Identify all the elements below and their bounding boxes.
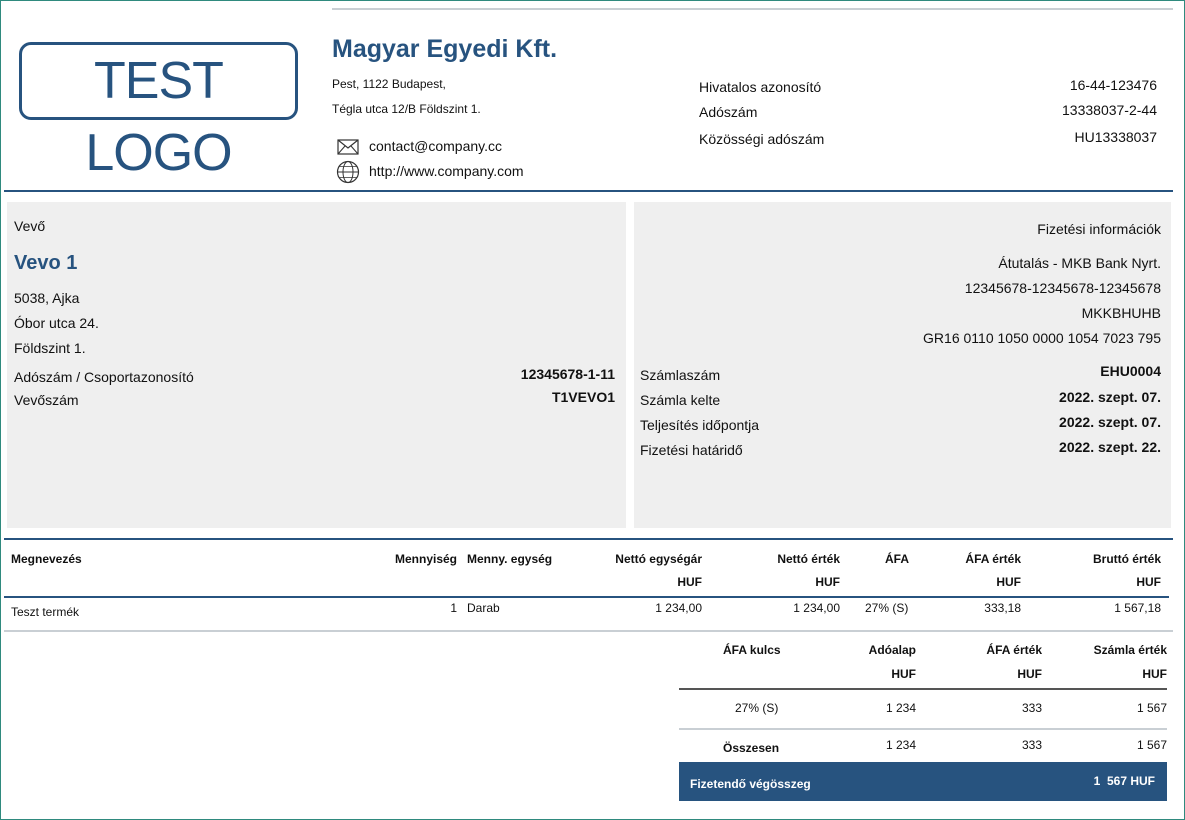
vat-value-currency: HUF [1017,667,1042,681]
col-header-qty: Mennyiség [394,552,457,566]
top-divider [332,8,1173,10]
col-header-gross-currency: HUF [1136,575,1161,589]
company-website[interactable]: http://www.company.com [369,163,524,179]
invoice-number-label: Számlaszám [640,367,721,383]
buyer-panel: Vevő Vevo 1 5038, Ajka Óbor utca 24. Föl… [7,202,626,528]
total-invoice-value: 1 567 [1136,738,1167,752]
header-divider [4,190,1173,192]
globe-icon [336,160,360,184]
buyer-section-label: Vevő [14,218,46,234]
invoice-date-label: Számla kelte [640,392,721,408]
envelope-icon [337,139,359,155]
grand-total-bar: Fizetendő végösszeg 1 567 HUF [679,762,1167,801]
payment-panel: Fizetési információk Átutalás - MKB Bank… [634,202,1171,528]
customer-number-label: Vevőszám [14,392,79,408]
company-address-line1: Pest, 1122 Budapest, [332,77,446,91]
company-name: Magyar Egyedi Kft. [332,35,558,63]
payment-method: Átutalás - MKB Bank Nyrt. [998,255,1161,271]
items-table-bottom-divider [4,630,1173,632]
col-header-gross: Bruttó érték [1092,552,1161,566]
col-header-vat-value: ÁFA érték [965,552,1021,566]
invoice-value-header: Számla érték [1093,643,1167,657]
buyer-tax-label: Adószám / Csoportazonosító [14,369,194,385]
tax-base-header: Adóalap [868,643,916,657]
buyer-address-line: Óbor utca 24. [14,315,99,331]
vat-summary-row-divider [679,728,1167,730]
official-id-value: 16-44-123476 [1069,77,1157,93]
tax-number-value: 13338037-2-44 [1062,102,1157,118]
company-logo: TEST LOGO [19,42,298,182]
vat-rate-header: ÁFA kulcs [723,643,781,657]
customer-number-value: T1VEVO1 [551,389,615,405]
total-label: Összesen [723,741,780,755]
item-qty: 1 [450,601,457,615]
company-address-line2: Tégla utca 12/B Földszint 1. [332,102,481,116]
buyer-address-line: 5038, Ajka [14,290,80,306]
col-header-unit-price-currency: HUF [677,575,702,589]
item-unit: Darab [467,601,500,615]
vat-summary-rate: 27% (S) [735,701,779,715]
company-email[interactable]: contact@company.cc [369,138,503,154]
grand-total-label: Fizetendő végösszeg [690,777,811,791]
fulfillment-date-label: Teljesítés időpontja [640,417,760,433]
payment-section-label: Fizetési információk [1037,221,1161,237]
bank-account-number: 12345678-12345678-12345678 [964,280,1161,296]
total-base: 1 234 [885,738,916,752]
tax-base-currency: HUF [891,667,916,681]
due-date-value: 2022. szept. 22. [1059,439,1161,455]
col-header-vat-value-currency: HUF [996,575,1021,589]
due-date-label: Fizetési határidő [640,442,743,458]
buyer-address-line: Földszint 1. [14,340,86,356]
eu-tax-number-label: Közösségi adószám [699,131,825,147]
buyer-name: Vevo 1 [14,252,78,274]
item-vat-rate: 27% (S) [865,601,909,615]
total-vat-value: 333 [1021,738,1042,752]
invoice-value-currency: HUF [1142,667,1167,681]
bank-swift: MKKBHUHB [1081,305,1161,321]
invoice-date-value: 2022. szept. 07. [1059,389,1161,405]
tax-number-label: Adószám [699,104,758,120]
vat-summary-invoice-value: 1 567 [1136,701,1167,715]
col-header-net-currency: HUF [815,575,840,589]
vat-value-header: ÁFA érték [986,643,1042,657]
col-header-unit-price: Nettó egységár [615,552,702,566]
col-header-vat: ÁFA [885,552,909,566]
items-table-top-divider [4,538,1173,540]
grand-total-value: 1 567 HUF [1093,774,1155,788]
official-id-label: Hivatalos azonosító [699,79,822,95]
col-header-name: Megnevezés [11,552,82,566]
vat-summary-vat-value: 333 [1021,701,1042,715]
fulfillment-date-value: 2022. szept. 07. [1059,414,1161,430]
item-vat-value: 333,18 [984,601,1021,615]
vat-summary-header-divider [679,688,1167,690]
vat-summary-base: 1 234 [885,701,916,715]
item-name: Teszt termék [11,605,80,619]
items-header-divider [4,596,1169,598]
item-net-value: 1 234,00 [793,601,840,615]
col-header-net: Nettó érték [777,552,840,566]
col-header-unit: Menny. egység [467,552,553,566]
buyer-tax-value: 12345678-1-11 [520,366,615,382]
item-gross-value: 1 567,18 [1114,601,1161,615]
eu-tax-number-value: HU13338037 [1074,129,1157,145]
bank-iban: GR16 0110 1050 0000 1054 7023 795 [923,330,1161,346]
invoice-number-value: EHU0004 [1100,363,1161,379]
item-unit-price: 1 234,00 [655,601,702,615]
